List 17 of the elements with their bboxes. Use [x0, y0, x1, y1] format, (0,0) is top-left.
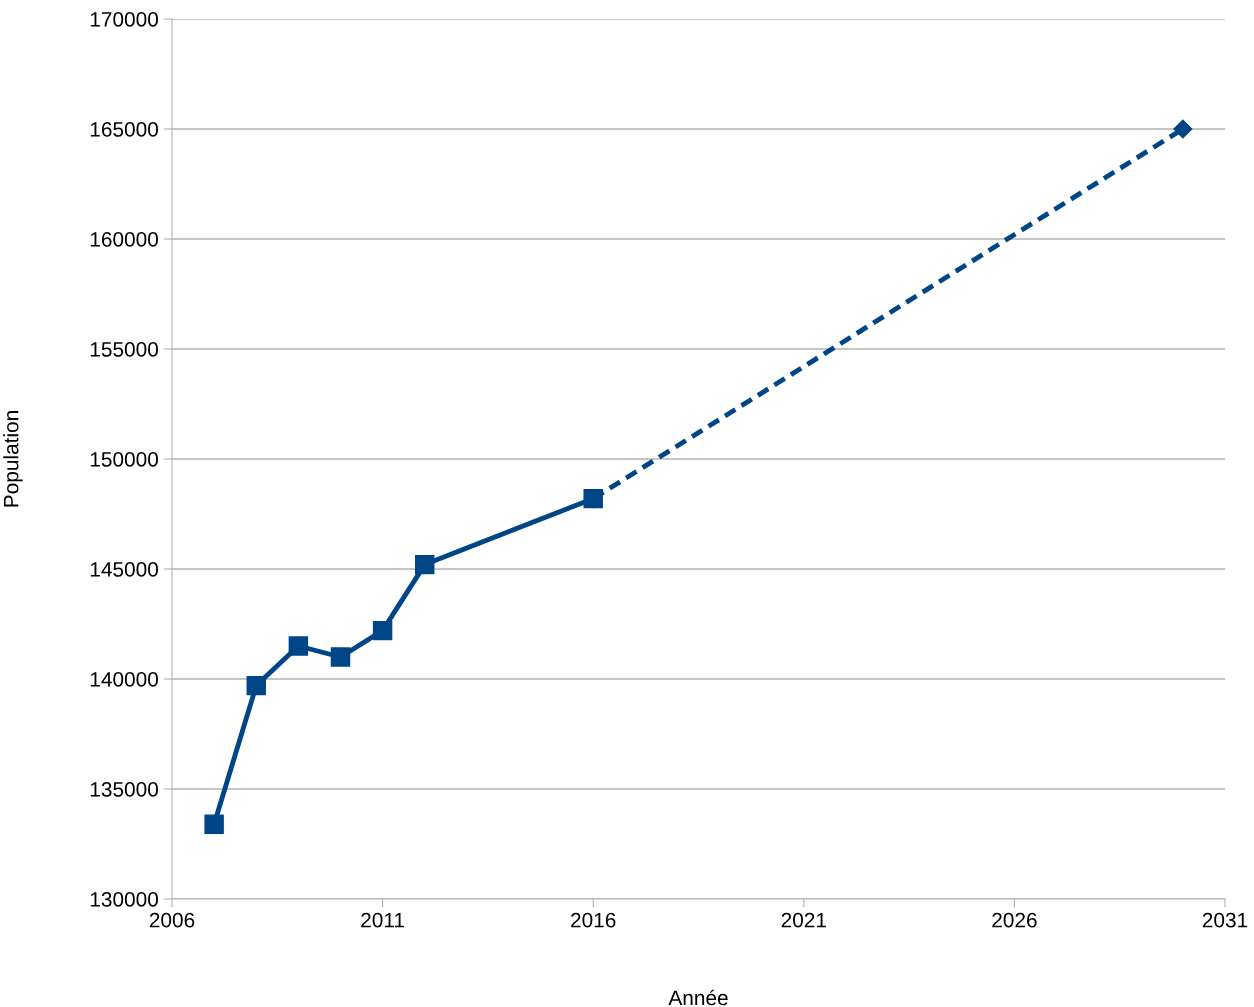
x-tick-label: 2026 — [992, 912, 1037, 928]
y-axis-title: Population — [3, 411, 23, 507]
x-tick-label: 2006 — [149, 912, 195, 928]
y-tick-label: 155000 — [90, 342, 158, 357]
y-tick-label: 135000 — [90, 782, 158, 797]
y-tick-label: 160000 — [90, 232, 158, 247]
y-tick-label: 170000 — [90, 12, 158, 27]
x-axis-title: Année — [668, 989, 728, 1006]
y-tick-label: 150000 — [90, 452, 158, 467]
x-tick-label: 2021 — [781, 912, 826, 928]
y-tick-label: 140000 — [90, 672, 158, 687]
x-tick-label: 2011 — [361, 912, 404, 928]
x-tick-label: 2016 — [571, 912, 616, 928]
y-tick-label: 165000 — [90, 122, 158, 137]
y-tick-label: 145000 — [90, 562, 158, 577]
y-tick-label: 130000 — [90, 892, 158, 907]
x-tick-label: 2031 — [1202, 912, 1248, 928]
